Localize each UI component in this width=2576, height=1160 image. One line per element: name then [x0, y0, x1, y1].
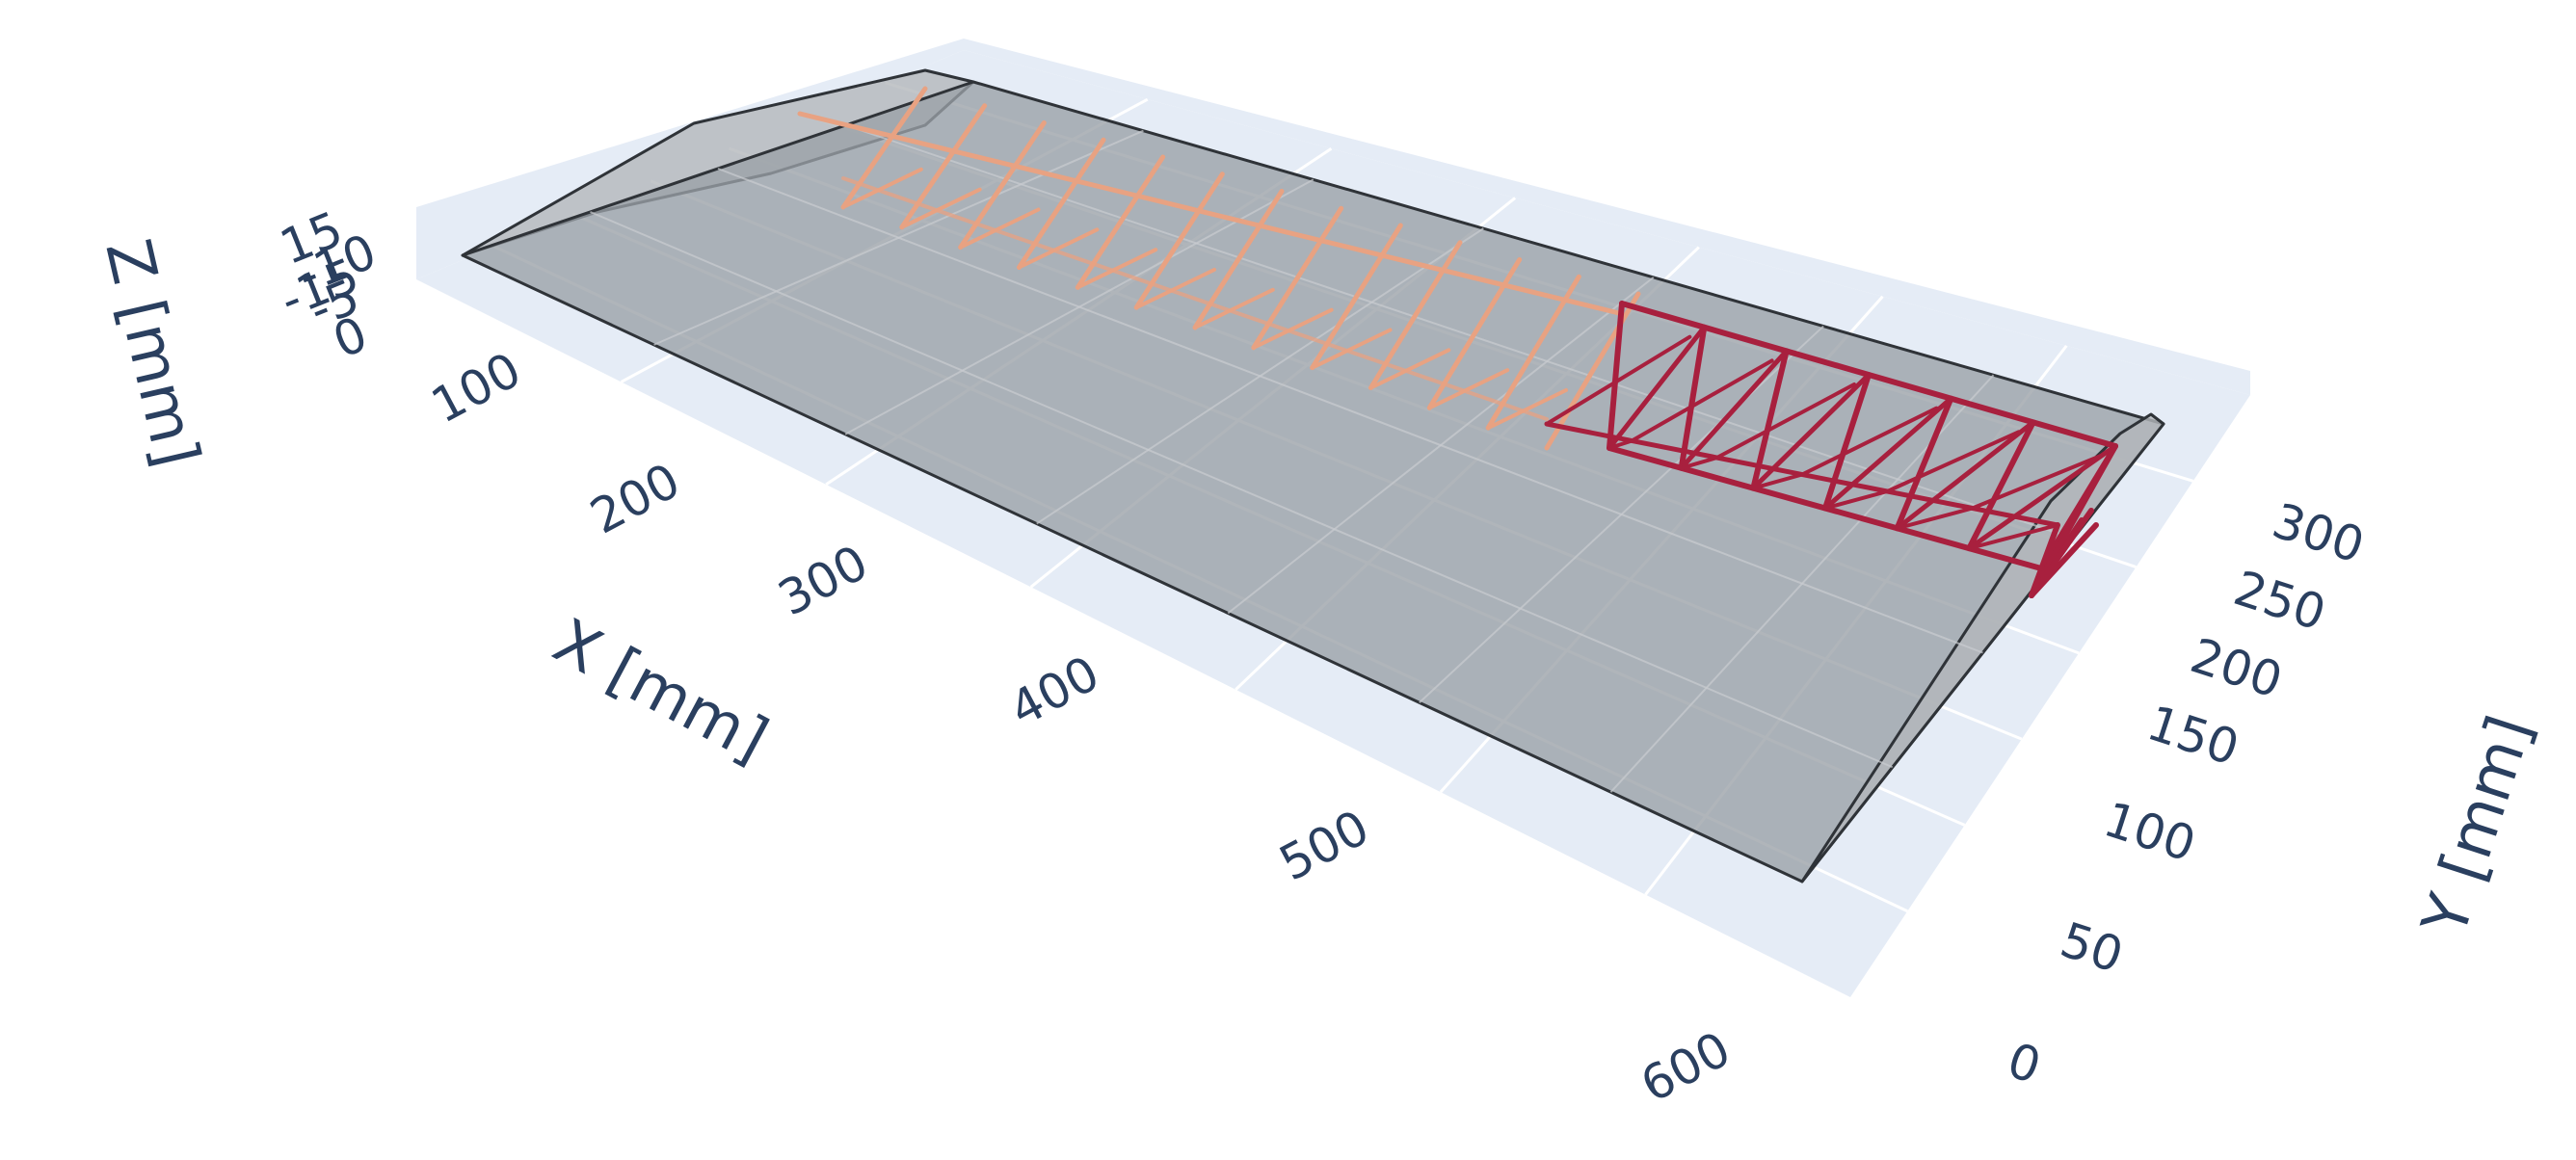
truss-light-diagonal: [1368, 348, 1451, 390]
y-tick-label: 250: [2227, 560, 2332, 642]
truss-light-diagonal: [958, 207, 1041, 250]
x-tick-label: 300: [769, 535, 876, 627]
truss-dark-cross: [1800, 406, 1939, 477]
truss-light-diagonal: [1486, 388, 1568, 431]
truss-light-member: [958, 120, 1047, 250]
truss-light-member: [1192, 189, 1285, 330]
wing-surface: [461, 68, 2165, 883]
wing-gridline-chord: [717, 168, 1983, 654]
truss-light-member: [1075, 154, 1166, 290]
truss-light-member: [840, 86, 928, 210]
x-tick-label: 500: [1270, 800, 1377, 892]
truss-light-diagonal: [841, 167, 923, 209]
truss-dark-diagonal: [1679, 348, 1790, 471]
truss-dark-brace: [1967, 523, 2059, 551]
y-tick-label: 150: [2140, 695, 2245, 777]
truss-dark-diagonal: [1822, 396, 1953, 511]
truss-dark-cross: [1714, 382, 1856, 460]
truss-dark-brace: [1751, 472, 1804, 490]
truss-dark-brace: [1823, 489, 1890, 511]
truss-light-member: [1251, 205, 1344, 351]
truss-dark-cross: [1630, 358, 1774, 443]
x-tick-label: 100: [422, 342, 529, 435]
x-tick-label: 600: [1632, 1021, 1739, 1114]
truss-dark-vertical: [1607, 301, 1625, 451]
y-axis-title: Y [mm]: [2409, 707, 2547, 944]
truss-light-member: [1485, 274, 1581, 431]
y-tick-label: 200: [2184, 627, 2289, 709]
x-tick-label: 200: [581, 453, 688, 545]
x-axis-title: X [mm]: [542, 606, 779, 777]
truss-light-member: [1310, 223, 1403, 371]
y-tick-label: 50: [2054, 911, 2129, 984]
truss-light-diagonal: [1076, 248, 1158, 290]
truss-light-lower-chord: [841, 176, 1549, 421]
truss-dark-vertical: [1966, 419, 2036, 552]
side-wall-pane: [964, 39, 2250, 395]
wing-gridline-chord: [590, 211, 1894, 769]
truss-dark-cross: [1885, 430, 2021, 493]
truss-dark-vertical: [1894, 395, 1954, 532]
truss-dark-diagonal: [1966, 443, 2118, 551]
truss-dark-diagonal: [1750, 372, 1872, 491]
truss-structure: [797, 86, 2118, 598]
truss-light-diagonal: [1310, 328, 1393, 370]
truss-light-member: [1368, 240, 1463, 390]
z-tick-label: 0: [326, 305, 375, 369]
y-tick-label: 100: [2097, 791, 2202, 873]
truss-dark-diagonal: [1895, 419, 2036, 531]
truss-dark-vertical: [1678, 324, 1708, 471]
truss-light-member: [1017, 137, 1106, 270]
truss-dark-vertical: [1822, 372, 1872, 512]
truss-dark-diagonal: [1607, 325, 1707, 451]
z-axis-ticks: 15-10-15-50: [273, 201, 384, 370]
x-tick-label: 400: [1000, 646, 1107, 738]
y-tick-label: 0: [2001, 1032, 2047, 1094]
truss-dark-vertical: [1750, 348, 1790, 491]
truss-light-member: [1426, 257, 1523, 410]
truss-tip-fan: [2029, 443, 2118, 598]
z-axis-title: Z [mm]: [91, 233, 212, 473]
truss-tip-fan: [2029, 508, 2094, 598]
truss-dark-brace: [1607, 438, 1634, 450]
truss-light-upper-chord: [797, 111, 1622, 316]
truss-light-diagonal: [899, 187, 982, 229]
truss-dark-cross: [1545, 334, 1692, 426]
truss-dark-cross: [1970, 454, 2103, 511]
truss-light-diagonal: [1134, 268, 1216, 310]
truss-light-diagonal: [1251, 307, 1334, 350]
truss-light-diagonal: [1427, 368, 1510, 410]
truss-light-diagonal: [1017, 227, 1100, 270]
truss-light-member: [899, 103, 988, 230]
truss-dark-brace: [1895, 506, 1975, 531]
y-tick-label: 300: [2266, 492, 2371, 574]
truss-light-member: [1133, 171, 1225, 310]
truss-light-diagonal: [1193, 287, 1275, 330]
truss-dark-brace: [1679, 456, 1719, 470]
